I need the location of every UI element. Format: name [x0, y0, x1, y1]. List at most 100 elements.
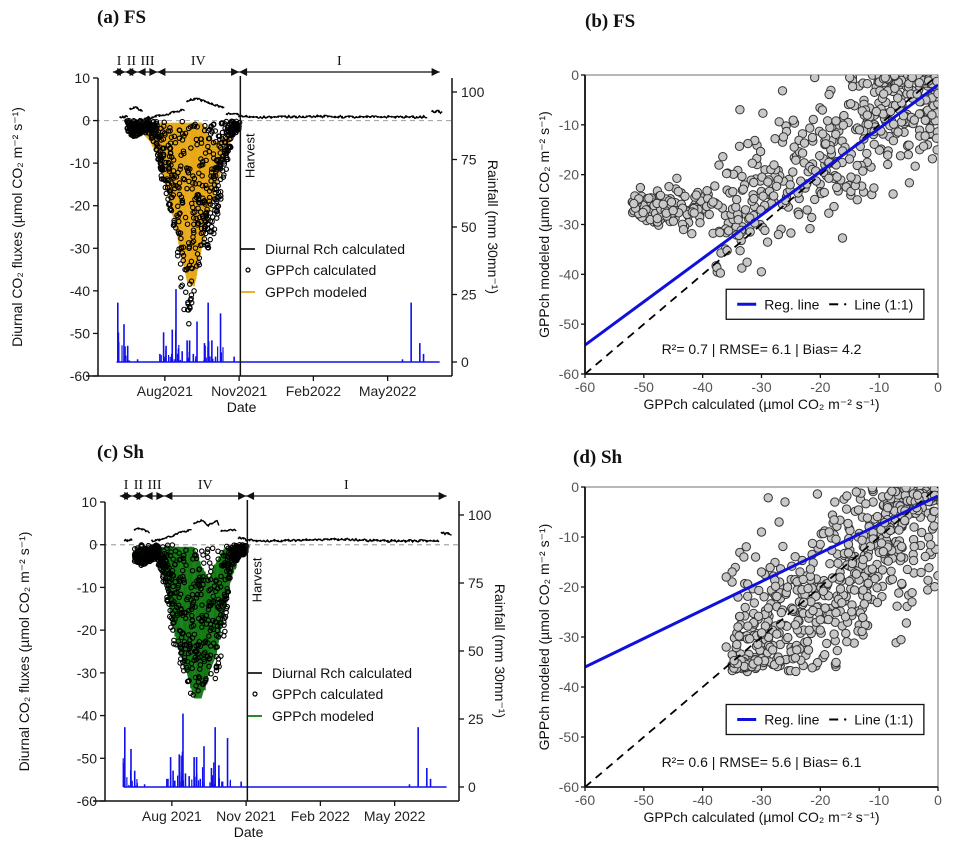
gpp-calculated-point — [206, 194, 213, 201]
gpp-calculated-point — [177, 275, 184, 281]
gpp-calculated-point — [148, 135, 155, 141]
gpp-calculated-point — [172, 590, 178, 596]
scatter-point — [916, 567, 926, 578]
gpp-calculated-point — [199, 182, 206, 189]
scatter-point — [727, 577, 737, 587]
gpp-calculated-point — [170, 222, 177, 229]
gpp-calculated-point — [188, 145, 194, 151]
rch-point — [151, 539, 154, 542]
rch-point — [262, 539, 265, 542]
scatter-point — [904, 140, 914, 150]
gpp-calculated-point — [182, 266, 188, 273]
gpp-calculated-point — [168, 624, 174, 631]
rch-point — [376, 115, 379, 118]
rch-point — [404, 539, 407, 542]
scatter-point — [769, 160, 779, 170]
scatter-point — [741, 542, 751, 552]
rch-point — [316, 115, 319, 118]
scatter-point — [838, 120, 848, 130]
rch-point — [193, 97, 196, 100]
phase-arrow-left-icon — [144, 492, 153, 500]
rch-point — [312, 115, 315, 118]
scatter-point — [923, 575, 933, 585]
scatter-point — [763, 177, 773, 187]
phase-arrow-right-icon — [117, 68, 126, 76]
one-to-one-line — [585, 75, 938, 374]
scatter-point — [824, 527, 834, 537]
scatter-point — [776, 607, 787, 618]
rch-point — [333, 115, 336, 118]
scatter-point — [734, 631, 744, 641]
gpp-calculated-point — [171, 619, 177, 626]
scatter-point — [763, 603, 773, 613]
rch-point — [340, 538, 343, 541]
gpp-calculated-point — [178, 283, 184, 290]
gpp-calculated-point — [205, 606, 212, 613]
gpp-calculated-point — [208, 564, 215, 570]
rch-point — [200, 519, 203, 522]
scatter-point — [831, 534, 841, 544]
gpp-calculated-point — [201, 127, 208, 134]
gpp-calculated-point — [171, 641, 177, 647]
gpp-calculated-point — [166, 153, 173, 160]
rch-point — [287, 539, 290, 542]
rch-point — [259, 116, 262, 119]
phase-arrow-left-icon — [137, 68, 146, 76]
gpp-calculated-point — [169, 194, 175, 201]
x-tick-label: May2022 — [359, 383, 417, 399]
scatter-point — [731, 202, 741, 212]
scatter-point — [927, 110, 937, 120]
scatter-point — [742, 257, 752, 267]
rch-point — [411, 539, 414, 542]
gpp-calculated-point — [194, 592, 201, 598]
gpp-calculated-point — [193, 683, 199, 689]
gpp-calculated-point — [186, 320, 192, 327]
gpp-calculated-point — [222, 628, 228, 635]
gpp-calculated-point — [176, 127, 183, 133]
rch-point — [119, 116, 122, 119]
gpp-calculated-point — [179, 250, 186, 256]
phase-label: IV — [198, 478, 213, 493]
rch-point — [319, 538, 322, 541]
scatter-point — [893, 127, 903, 137]
scatter-point — [908, 555, 919, 566]
gpp-calculated-point — [145, 545, 152, 551]
scatter-point — [831, 116, 841, 126]
rch-point — [277, 115, 280, 118]
gpp-calculated-point — [175, 585, 181, 591]
gpp-calculated-point — [197, 242, 204, 249]
scatter-point — [858, 585, 868, 595]
gpp-calculated-point — [196, 262, 203, 268]
panel-d-title: (d) Sh — [573, 447, 623, 468]
gpp-calculated-point — [183, 562, 189, 569]
scatter-point — [735, 611, 745, 622]
gpp-calculated-point — [170, 157, 177, 163]
scatter-point — [770, 134, 780, 144]
gpp-calculated-point — [224, 132, 230, 138]
x-tick-label: Nov2021 — [211, 383, 267, 399]
rch-point — [372, 539, 375, 542]
scatter-point — [782, 582, 793, 592]
scatter-point — [845, 75, 855, 83]
gpp-calculated-point — [208, 602, 214, 609]
scatter-point — [920, 115, 930, 126]
rch-point — [284, 539, 287, 542]
scatter-point — [878, 546, 888, 557]
legend-rch-label: Diurnal Rch calculated — [265, 241, 405, 257]
gpp-calculated-point — [162, 578, 169, 584]
rch-point — [187, 529, 190, 532]
gpp-calculated-point — [155, 156, 161, 163]
gpp-calculated-point — [205, 135, 212, 142]
rch-point — [133, 528, 136, 531]
scatter-point — [789, 142, 799, 152]
scatter-point — [896, 552, 906, 562]
rch-point — [432, 539, 435, 542]
phase-arrow-left-icon — [239, 68, 248, 76]
gpp-calculated-point — [216, 663, 222, 670]
legend-1to1-label: Line (1:1) — [854, 712, 913, 728]
rch-point — [214, 104, 217, 107]
scatter-point — [822, 638, 832, 649]
x-tick-label: -30 — [751, 792, 771, 808]
scatter-point — [829, 629, 839, 639]
x-tick-label: -10 — [869, 792, 889, 808]
